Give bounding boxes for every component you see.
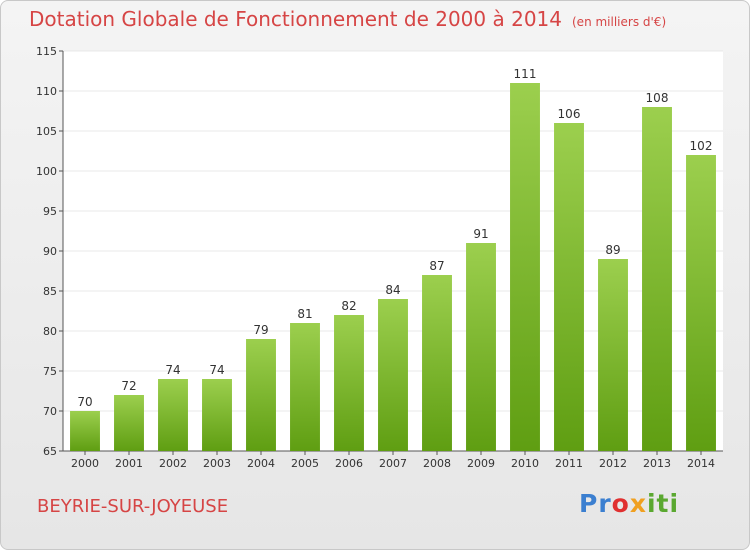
y-tick-label: 105: [36, 125, 57, 138]
bar: [598, 259, 628, 451]
bar: [510, 83, 540, 451]
bar: [642, 107, 672, 451]
bar-value-label: 91: [473, 227, 488, 241]
x-tick-label: 2010: [511, 457, 539, 470]
x-tick-label: 2014: [687, 457, 715, 470]
y-tick-label: 65: [43, 445, 57, 458]
bar-value-label: 111: [514, 67, 537, 81]
chart-unit: (en milliers d'€): [572, 15, 667, 29]
bar-value-label: 102: [690, 139, 713, 153]
chart-title: Dotation Globale de Fonctionnement de 20…: [29, 7, 666, 31]
x-tick-label: 2001: [115, 457, 143, 470]
y-tick-label: 75: [43, 365, 57, 378]
bar-value-label: 82: [341, 299, 356, 313]
bar-value-label: 106: [558, 107, 581, 121]
logo-part-1: Pr: [579, 489, 612, 518]
x-tick-label: 2005: [291, 457, 319, 470]
logo-part-3: x: [629, 489, 647, 518]
bar: [554, 123, 584, 451]
y-tick-label: 85: [43, 285, 57, 298]
bar-value-label: 70: [77, 395, 92, 409]
bar: [422, 275, 452, 451]
bar: [334, 315, 364, 451]
bar: [114, 395, 144, 451]
commune-name: BEYRIE-SUR-JOYEUSE: [37, 496, 229, 517]
y-tick-label: 80: [43, 325, 57, 338]
x-tick-label: 2004: [247, 457, 275, 470]
bar: [158, 379, 188, 451]
x-tick-label: 2007: [379, 457, 407, 470]
bar-value-label: 87: [429, 259, 444, 273]
logo-part-4: iti: [646, 489, 680, 518]
bar: [686, 155, 716, 451]
bar-value-label: 89: [605, 243, 620, 257]
y-tick-label: 100: [36, 165, 57, 178]
x-tick-label: 2013: [643, 457, 671, 470]
bar: [246, 339, 276, 451]
bar: [70, 411, 100, 451]
x-tick-label: 2002: [159, 457, 187, 470]
y-tick-label: 70: [43, 405, 57, 418]
chart-title-text: Dotation Globale de Fonctionnement de 20…: [29, 7, 562, 31]
x-tick-label: 2008: [423, 457, 451, 470]
bar-value-label: 84: [385, 283, 400, 297]
bar: [202, 379, 232, 451]
y-tick-label: 95: [43, 205, 57, 218]
x-tick-label: 2011: [555, 457, 583, 470]
bar-value-label: 79: [253, 323, 268, 337]
bar: [378, 299, 408, 451]
bar-value-label: 108: [646, 91, 669, 105]
x-tick-label: 2000: [71, 457, 99, 470]
x-tick-label: 2009: [467, 457, 495, 470]
bar-value-label: 72: [121, 379, 136, 393]
bar: [466, 243, 496, 451]
bar-value-label: 81: [297, 307, 312, 321]
bar-value-label: 74: [165, 363, 180, 377]
bar: [290, 323, 320, 451]
y-tick-label: 110: [36, 85, 57, 98]
y-tick-label: 90: [43, 245, 57, 258]
proxiti-logo: Proxiti: [579, 489, 679, 518]
y-tick-label: 115: [36, 45, 57, 58]
bar-value-label: 74: [209, 363, 224, 377]
logo-part-2: o: [611, 489, 630, 518]
x-tick-label: 2003: [203, 457, 231, 470]
x-tick-label: 2006: [335, 457, 363, 470]
x-tick-label: 2012: [599, 457, 627, 470]
